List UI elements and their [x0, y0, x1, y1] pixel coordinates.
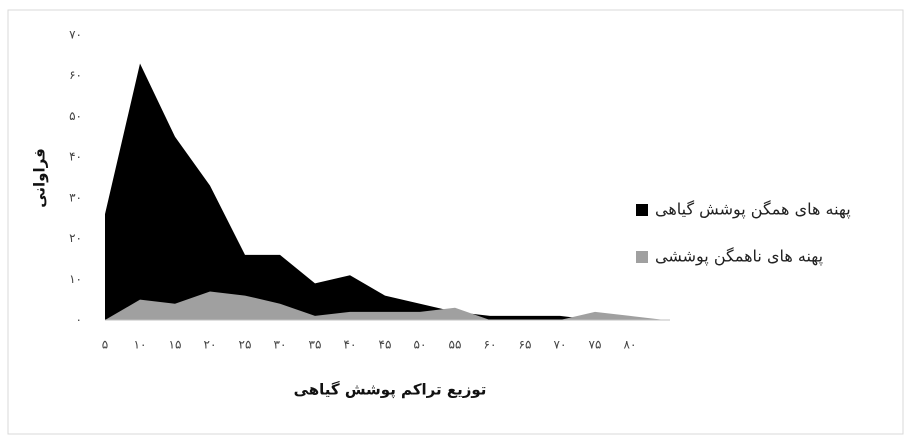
x-tick-label: ۱۰ [134, 338, 147, 352]
y-tick-label: ۳۰ [69, 190, 82, 204]
legend-swatch [636, 204, 648, 216]
legend-swatch [636, 251, 648, 263]
x-tick-label: ۶۰ [484, 338, 497, 352]
x-tick-label: ۸۰ [624, 338, 637, 352]
x-tick-label: ۱۵ [169, 338, 182, 352]
y-tick-label: ۲۰ [69, 231, 82, 245]
x-tick-label: ۵۵ [449, 338, 462, 352]
y-axis-title: فراوانی [31, 148, 49, 208]
y-tick-label: ۰ [76, 313, 82, 327]
y-tick-label: ۵۰ [69, 109, 82, 123]
x-tick-label: ۵ [102, 338, 108, 352]
x-tick-label: ۳۰ [274, 338, 287, 352]
area [105, 291, 665, 320]
area [105, 63, 665, 320]
x-tick-label: ۷۰ [554, 338, 567, 352]
x-tick-label: ۷۵ [589, 338, 602, 352]
x-tick-label: ۴۰ [344, 338, 357, 352]
legend-label: پهنه های همگن پوشش گیاهی [655, 200, 851, 220]
legend-label: پهنه های ناهمگن پوششی [655, 247, 823, 267]
x-tick-label: ۶۵ [519, 338, 532, 352]
y-tick-label: ۷۰ [69, 28, 82, 42]
x-axis-title: توزیع تراکم پوشش گیاهی [294, 381, 487, 400]
y-tick-label: ۱۰ [69, 272, 82, 286]
y-tick-label: ۴۰ [69, 150, 82, 164]
y-tick-label: ۶۰ [69, 68, 82, 82]
x-tick-label: ۲۰ [204, 338, 217, 352]
x-tick-label: ۲۵ [239, 338, 252, 352]
x-tick-label: ۳۵ [309, 338, 322, 352]
x-tick-label: ۵۰ [414, 338, 427, 352]
x-tick-label: ۴۵ [379, 338, 392, 352]
